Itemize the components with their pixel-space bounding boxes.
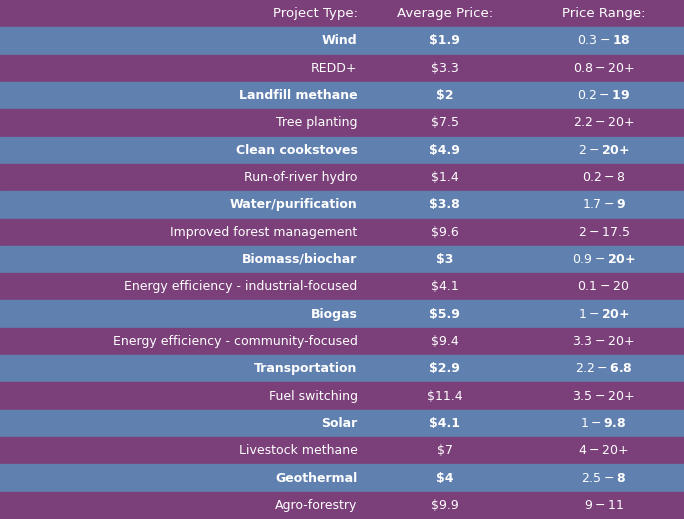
Text: $5.9: $5.9 (429, 308, 460, 321)
Text: $2 - $17.5: $2 - $17.5 (577, 226, 630, 239)
Bar (0, 409, 684, 437)
Text: $0.3 - $18: $0.3 - $18 (577, 34, 631, 47)
Text: $9.9: $9.9 (431, 499, 458, 512)
Text: $1.9: $1.9 (429, 34, 460, 47)
Text: $4: $4 (436, 472, 453, 485)
Text: Biogas: Biogas (311, 308, 358, 321)
Text: $1 - $9.8: $1 - $9.8 (581, 417, 627, 430)
Bar (0, 437, 684, 465)
Text: Agro-forestry: Agro-forestry (276, 499, 358, 512)
Text: $2.9: $2.9 (429, 362, 460, 375)
Bar (0, 28, 684, 54)
Bar (0, 164, 684, 191)
Text: $0.2 - $8: $0.2 - $8 (582, 171, 625, 184)
Text: Water/purification: Water/purification (230, 198, 358, 211)
Bar (0, 328, 684, 355)
Bar (0, 383, 684, 409)
Text: $2.2 - $20+: $2.2 - $20+ (573, 116, 635, 129)
Text: $4.9: $4.9 (429, 144, 460, 157)
Text: Geothermal: Geothermal (276, 472, 358, 485)
Text: Energy efficiency - industrial-focused: Energy efficiency - industrial-focused (124, 280, 358, 293)
Text: $9.6: $9.6 (431, 226, 458, 239)
Text: $4 - $20+: $4 - $20+ (579, 444, 629, 457)
Text: Run-of-river hydro: Run-of-river hydro (244, 171, 358, 184)
Text: $9.4: $9.4 (431, 335, 458, 348)
Text: $7: $7 (436, 444, 453, 457)
Text: Livestock methane: Livestock methane (239, 444, 358, 457)
Bar (0, 82, 684, 110)
Text: $3.5 - $20+: $3.5 - $20+ (573, 390, 635, 403)
Text: $0.9 - $20+: $0.9 - $20+ (572, 253, 635, 266)
Text: Fuel switching: Fuel switching (269, 390, 358, 403)
Text: Price Range:: Price Range: (562, 7, 646, 20)
Bar (0, 301, 684, 328)
Text: Clean cookstoves: Clean cookstoves (236, 144, 358, 157)
Text: $2.5 - $8: $2.5 - $8 (581, 472, 626, 485)
Bar (0, 54, 684, 82)
Text: Energy efficiency - community-focused: Energy efficiency - community-focused (113, 335, 358, 348)
Text: $3.8: $3.8 (430, 198, 460, 211)
Text: $3: $3 (436, 253, 453, 266)
Text: $1.7 - $9: $1.7 - $9 (581, 198, 626, 211)
Text: Transportation: Transportation (254, 362, 358, 375)
Text: $7.5: $7.5 (431, 116, 458, 129)
Bar (0, 465, 684, 491)
Text: Improved forest management: Improved forest management (170, 226, 358, 239)
Bar (0, 110, 684, 136)
Text: $2.2 - $6.8: $2.2 - $6.8 (575, 362, 633, 375)
Bar (0, 136, 684, 164)
Text: $0.8 - $20+: $0.8 - $20+ (573, 62, 635, 75)
Text: $1.4: $1.4 (431, 171, 458, 184)
Text: $3.3 - $20+: $3.3 - $20+ (573, 335, 635, 348)
Text: $3.3: $3.3 (431, 62, 458, 75)
Bar (0, 218, 684, 246)
Text: $4.1: $4.1 (431, 280, 458, 293)
Text: $2: $2 (436, 89, 453, 102)
Text: Wind: Wind (322, 34, 358, 47)
Bar (0, 246, 684, 273)
Text: Tree planting: Tree planting (276, 116, 358, 129)
Text: Landfill methane: Landfill methane (239, 89, 358, 102)
Text: $0.2 - $19: $0.2 - $19 (577, 89, 630, 102)
Text: Average Price:: Average Price: (397, 7, 492, 20)
Text: Biomass/biochar: Biomass/biochar (242, 253, 358, 266)
Text: $4.1: $4.1 (429, 417, 460, 430)
Bar (0, 273, 684, 301)
Text: $11.4: $11.4 (427, 390, 462, 403)
Text: Project Type:: Project Type: (273, 7, 358, 20)
Bar (0, 191, 684, 218)
Text: $2 - $20+: $2 - $20+ (578, 144, 629, 157)
Text: $0.1 - $20: $0.1 - $20 (577, 280, 630, 293)
Text: Solar: Solar (321, 417, 358, 430)
Text: $9 - $11: $9 - $11 (583, 499, 624, 512)
Bar (0, 355, 684, 383)
Text: $1 - $20+: $1 - $20+ (578, 308, 629, 321)
Bar (0, 0, 684, 28)
Bar (0, 491, 684, 519)
Text: REDD+: REDD+ (311, 62, 358, 75)
